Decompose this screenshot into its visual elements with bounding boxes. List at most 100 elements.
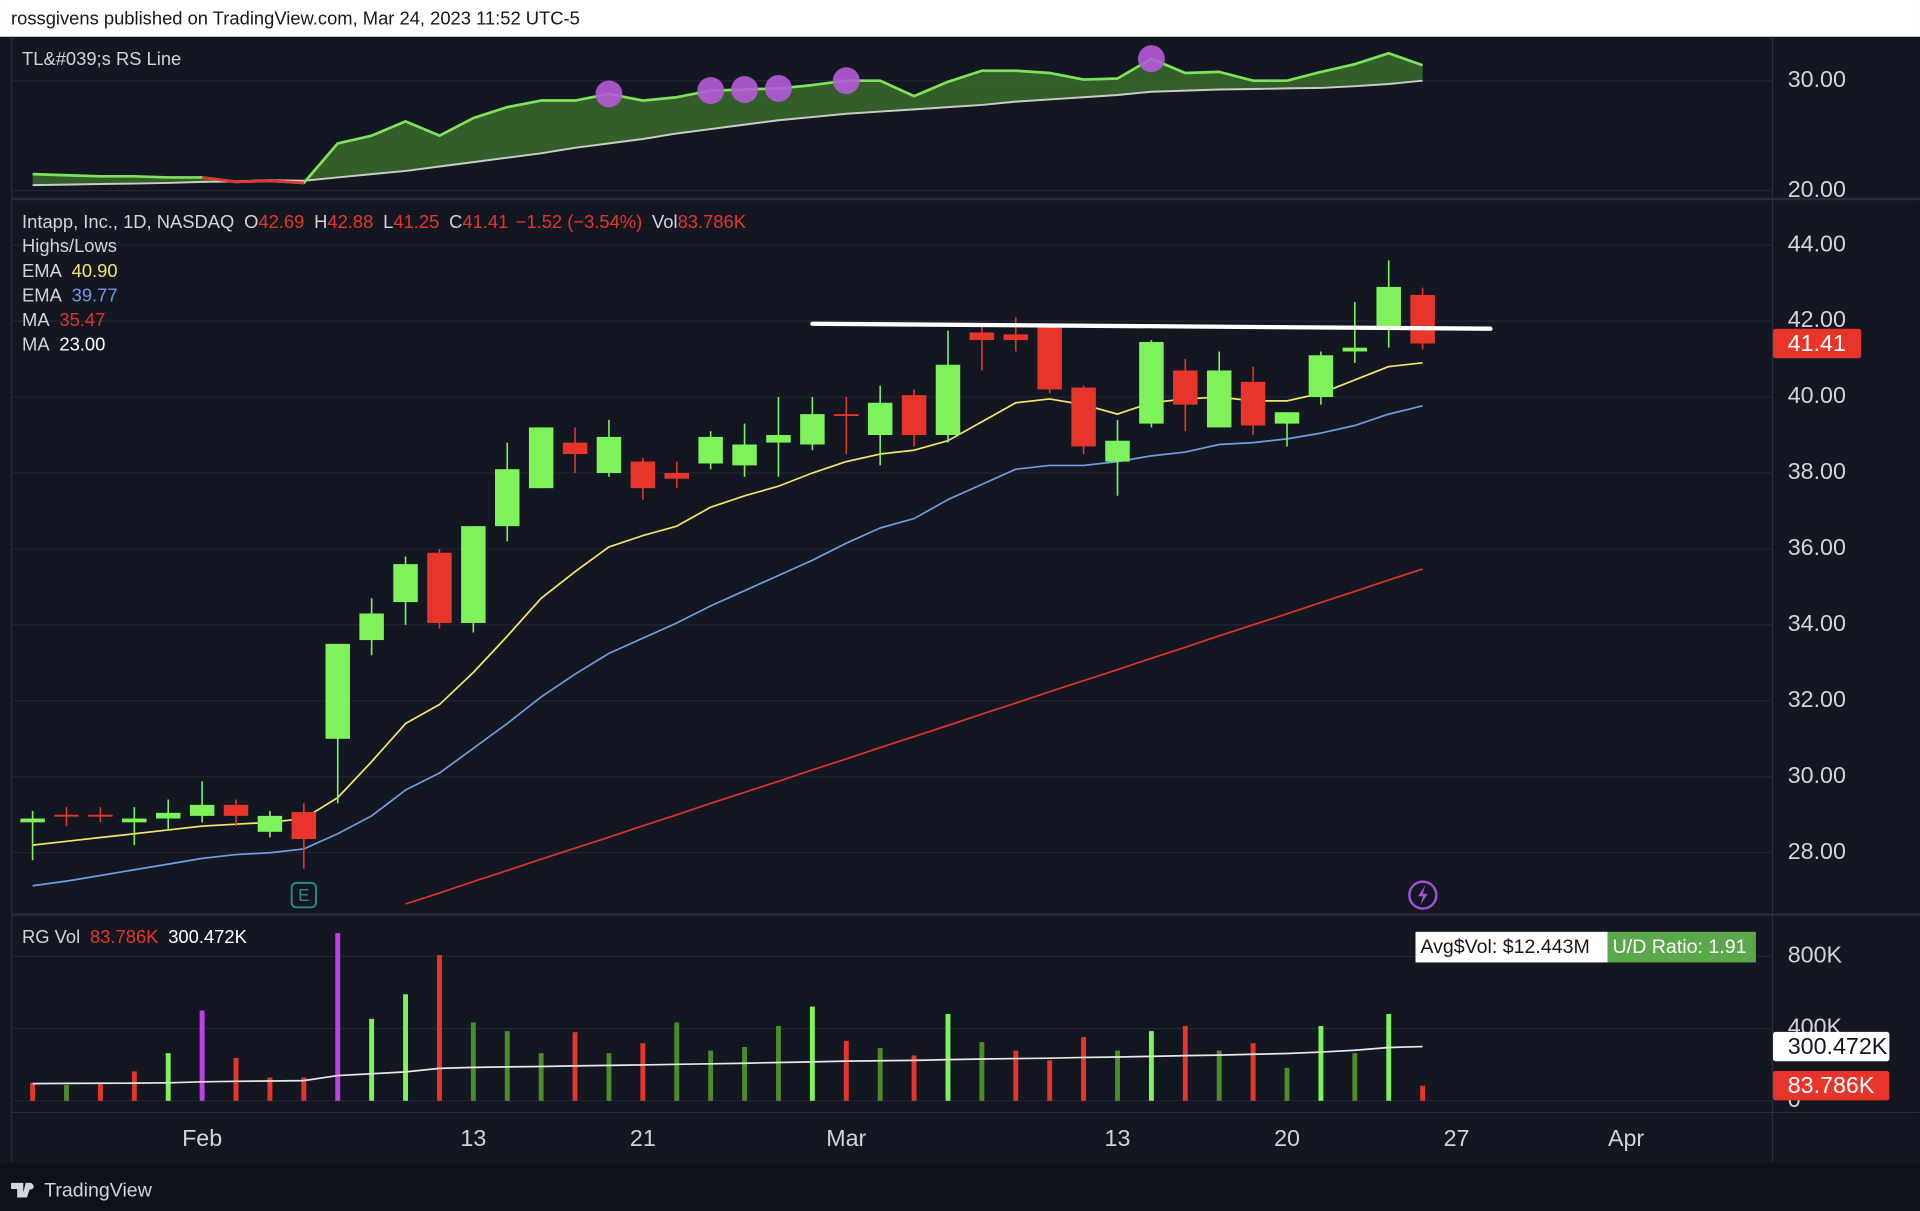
last-price-box (1773, 328, 1862, 359)
rs-fill (32, 53, 1423, 186)
rs-line-below (235, 179, 270, 184)
volume-bar (1386, 1013, 1392, 1101)
volume-bar (776, 1026, 781, 1101)
volume-value: 83.786K (678, 211, 747, 232)
volume-bar (979, 1042, 985, 1101)
volume-average-value: 300.472K (168, 926, 247, 947)
volume-bar (233, 1058, 239, 1101)
volume-bar (1420, 1085, 1426, 1101)
rs-high-marker (1137, 45, 1165, 73)
indicator-value: 40.90 (72, 260, 118, 281)
info-box (1607, 931, 1756, 963)
y-tick-label: 44.00 (1788, 230, 1846, 256)
info-box (1415, 931, 1608, 963)
y-tick-label: 36.00 (1788, 534, 1846, 560)
pane (12, 45, 1772, 192)
rs-line-below (269, 179, 304, 185)
pane-legend: Intapp, Inc., 1D, NASDAQ O42.69 H42.88 L41.… (22, 211, 747, 232)
y-tick-label: 40.00 (1788, 382, 1846, 408)
candle-body (969, 332, 995, 341)
volume-bar (504, 1031, 510, 1101)
volume-bar (30, 1082, 36, 1101)
volume-bar (1115, 1050, 1120, 1101)
candle-body (698, 436, 723, 464)
candle-body (359, 613, 384, 641)
candle-body (766, 435, 791, 443)
rs-high-marker (595, 80, 623, 108)
indicator-name: MA (22, 309, 50, 330)
pane-title: RG Vol (22, 926, 80, 947)
rs-line-below (201, 176, 237, 184)
volume-bar (1284, 1067, 1290, 1101)
trendline (810, 321, 1493, 331)
y-tick-label: 42.00 (1788, 306, 1846, 332)
candle-body (20, 818, 45, 823)
candle-body (1003, 334, 1029, 341)
candle-body (1173, 370, 1198, 405)
indicator-name: EMA (22, 284, 63, 305)
ohlc-value: 42.69 (258, 211, 304, 232)
candle-body (596, 436, 622, 473)
volume-bar (369, 1018, 375, 1101)
candle-body (834, 414, 859, 417)
volume-bar (1081, 1037, 1087, 1101)
rs-high-marker (764, 74, 792, 102)
y-tick-label: 32.00 (1788, 686, 1846, 712)
volume-box (1773, 1070, 1890, 1101)
candle-body (1206, 370, 1232, 428)
candle-body (867, 402, 893, 436)
volume-bar (708, 1050, 714, 1101)
indicator-legend: EMA 40.90 (22, 260, 118, 281)
y-tick-label: 800K (1788, 941, 1843, 967)
moving-average (405, 568, 1423, 905)
x-tick-label: Apr (1608, 1125, 1644, 1151)
study-name: Highs/Lows (22, 235, 117, 256)
volume-bar (131, 1071, 137, 1101)
earnings-label: E (298, 885, 309, 905)
candle-body (1410, 294, 1435, 344)
y-tick-label: 20.00 (1788, 176, 1846, 202)
candle-body (494, 469, 520, 527)
symbol-title: Intapp, Inc., 1D, NASDAQ (22, 211, 234, 232)
moving-average (32, 404, 1423, 887)
volume-bar (1047, 1060, 1053, 1101)
candle-body (257, 815, 283, 832)
candle-body (427, 552, 452, 623)
price-axis: 20.00 30.00 (1788, 66, 1846, 202)
volume-bar (945, 1013, 951, 1101)
volume-average-line (32, 1045, 1423, 1085)
candle-body (1037, 326, 1062, 390)
candle-body (393, 564, 418, 603)
pane (12, 244, 1772, 905)
candle-body (1071, 387, 1096, 447)
x-tick-label: 13 (460, 1125, 486, 1151)
y-tick-label: 38.00 (1788, 458, 1846, 484)
rs-high-marker (697, 77, 725, 105)
publish-bar (0, 0, 1920, 37)
change-value: −1.52 (−3.54%) (516, 211, 643, 232)
candle-body (1240, 381, 1266, 426)
candle-body (1139, 341, 1164, 424)
candle-body (630, 461, 656, 489)
volume-bar (64, 1084, 69, 1101)
volume-bar (538, 1053, 544, 1101)
earnings-marker (290, 881, 318, 909)
ohlc-value: 41.41 (462, 211, 508, 232)
ohlc-key: L (383, 211, 393, 232)
volume-bar (1013, 1050, 1019, 1101)
candle-body (223, 804, 249, 816)
publish-info: rossgivens published on TradingView.com,… (11, 7, 580, 28)
volume-bar (1182, 1026, 1188, 1101)
ohlc-key: C (449, 211, 462, 232)
candle-body (461, 526, 486, 623)
candle-body (155, 812, 181, 819)
volume-key: Vol (652, 211, 678, 232)
volume-bar (165, 1053, 171, 1101)
pane-title: TL&#039;s RS Line (22, 48, 181, 69)
candle-body (732, 444, 757, 466)
rs-high-marker (731, 76, 759, 103)
x-tick-label: 27 (1444, 1125, 1470, 1151)
volume-bar (1352, 1053, 1358, 1101)
